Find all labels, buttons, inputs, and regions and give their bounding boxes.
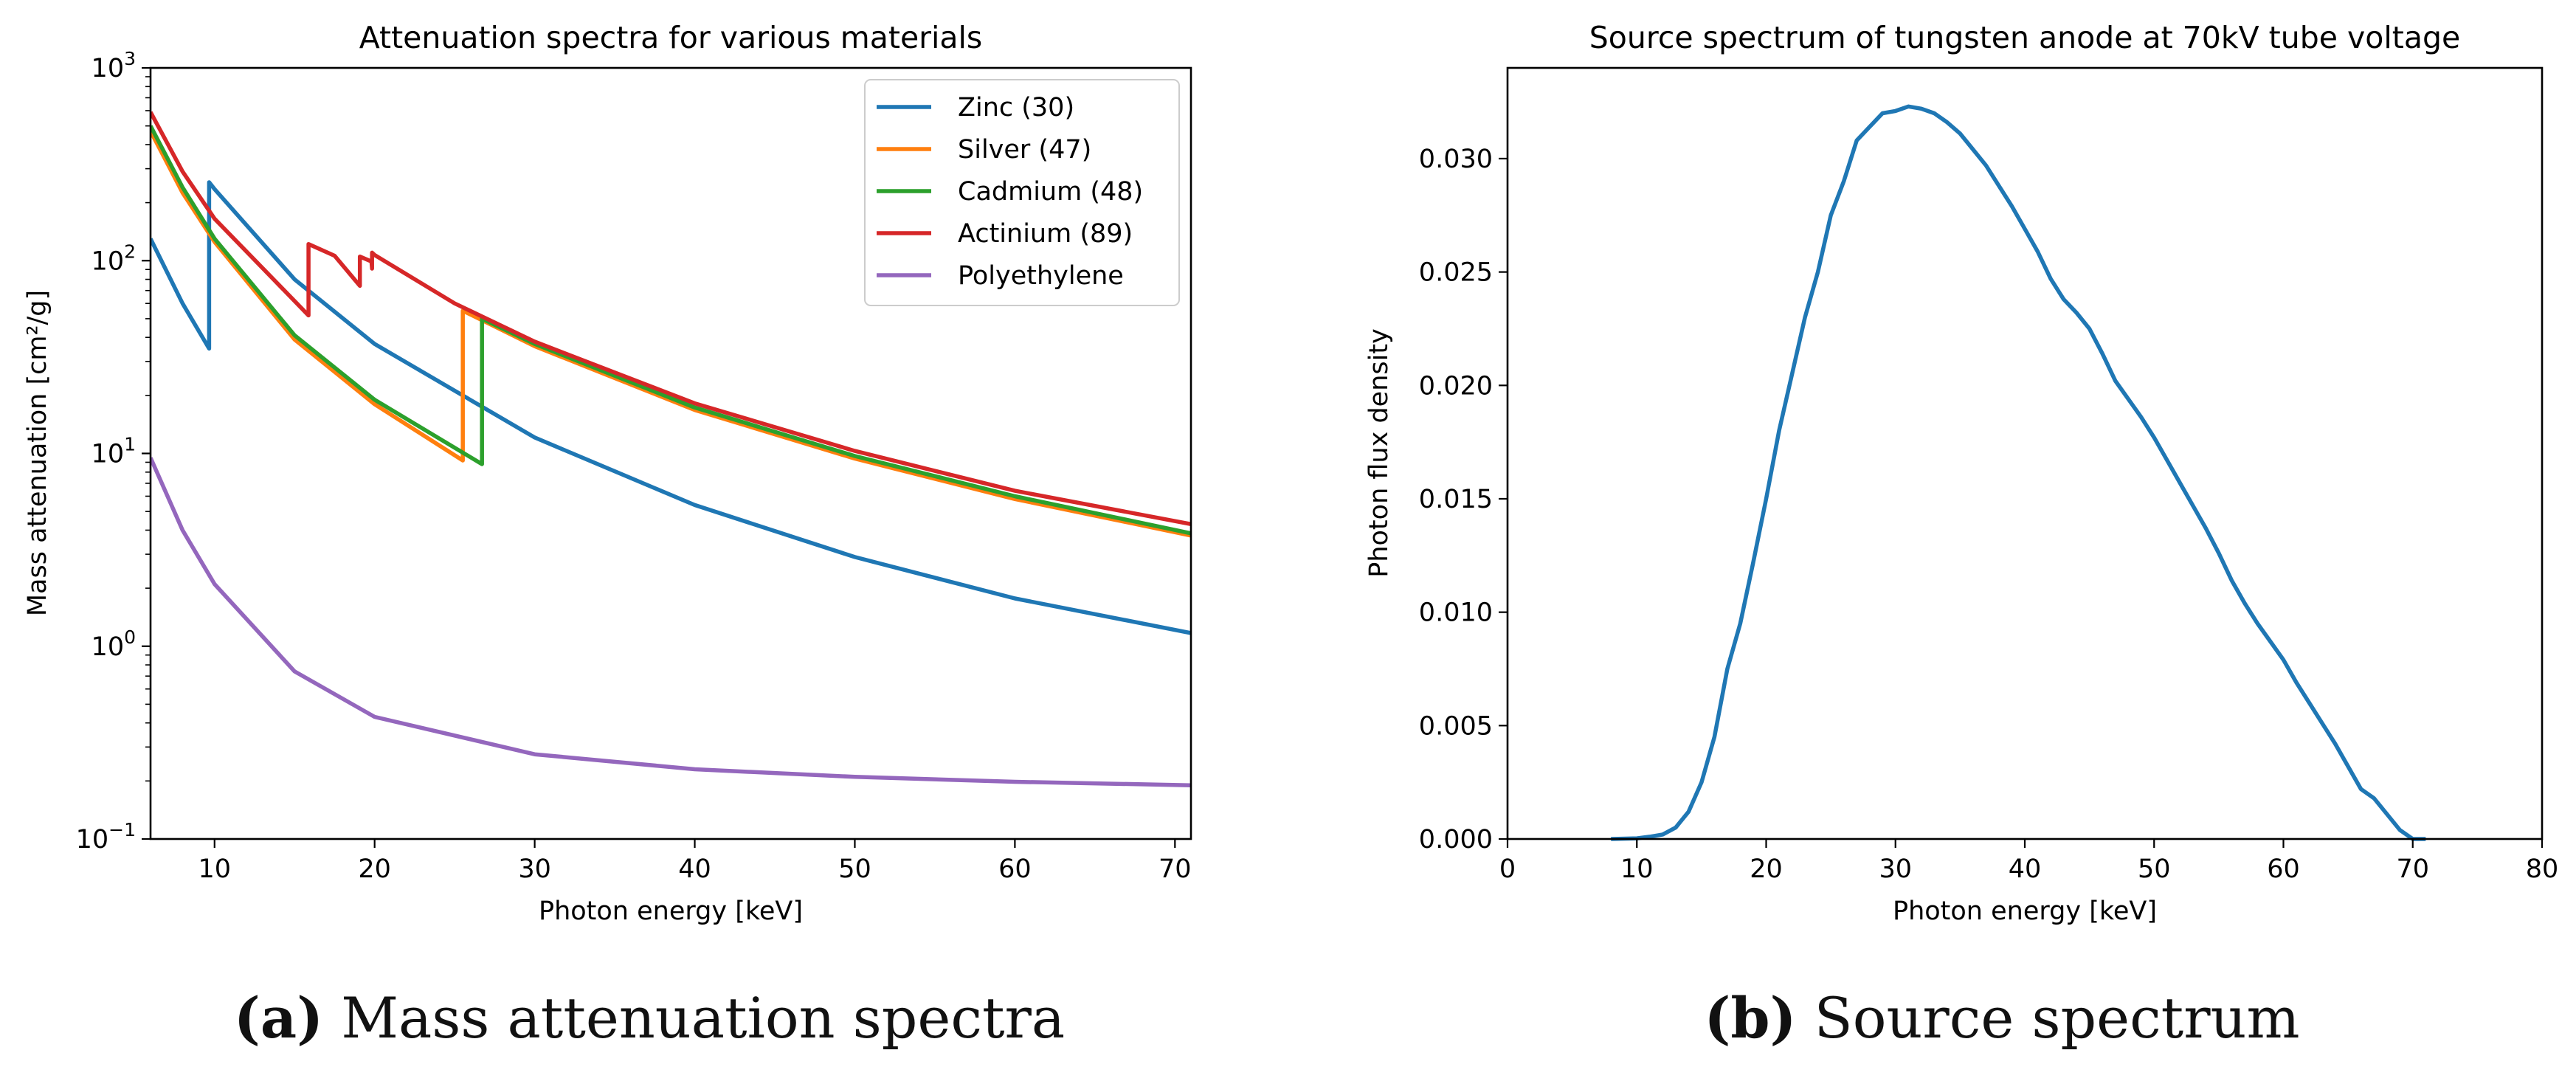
attenuation-ylabel: Mass attenuation [cm²/g] <box>23 290 52 616</box>
attenuation-ytick-label: 102 <box>91 241 136 276</box>
spectrum-xtick-label: 80 <box>2526 854 2559 884</box>
spectrum-xtick-label: 0 <box>1499 854 1516 884</box>
ytick-base: 10 <box>91 54 125 83</box>
ytick-base: 10 <box>91 440 125 469</box>
caption-a-text: Mass attenuation spectra <box>323 985 1066 1051</box>
ytick-base: 10 <box>76 825 109 854</box>
legend-label: Actinium (89) <box>958 219 1133 249</box>
legend-label: Polyethylene <box>958 261 1124 291</box>
attenuation-ytick-label: 100 <box>91 626 136 662</box>
spectrum-ytick-label: 0.025 <box>1419 258 1493 288</box>
caption-b: (b) Source spectrum <box>1704 985 2299 1051</box>
legend-label: Cadmium (48) <box>958 177 1143 207</box>
attenuation-legend: Zinc (30) Silver (47) Cadmium (48) Actinium… <box>864 79 1180 306</box>
spectrum-ytick-label: 0.020 <box>1419 371 1493 401</box>
spectrum-ticks: 0 10 20 30 40 50 60 70 80 0.000 0.005 0.010 0.015 0.0… <box>1419 145 2558 884</box>
ytick-exponent: 0 <box>124 626 136 648</box>
ytick-exponent: −1 <box>108 819 136 840</box>
attenuation-ytick-label: 10−1 <box>76 819 136 854</box>
caption-a: (a) Mass attenuation spectra <box>234 985 1065 1051</box>
spectrum-series-group <box>1611 104 2426 841</box>
spectrum-ytick-label: 0.000 <box>1419 825 1493 854</box>
attenuation-title: Attenuation spectra for various material… <box>359 20 983 55</box>
spectrum-xlabel: Photon energy [keV] <box>1893 897 2157 926</box>
spectrum-xtick-label: 10 <box>1620 854 1654 884</box>
ytick-exponent: 2 <box>124 241 136 262</box>
caption-b-label: (b) <box>1704 985 1797 1051</box>
spectrum-axes-frame <box>1506 66 2544 840</box>
attenuation-series-line-3 <box>151 111 1191 527</box>
spectrum-ytick-label: 0.030 <box>1419 145 1493 174</box>
spectrum-xtick-label: 50 <box>2138 854 2171 884</box>
attenuation-axes-frame <box>149 66 1192 840</box>
spectrum-title: Source spectrum of tungsten anode at 70k… <box>1589 20 2460 55</box>
legend-label: Zinc (30) <box>958 93 1074 122</box>
ytick-exponent: 3 <box>124 48 136 69</box>
spectrum-xtick-label: 20 <box>1750 854 1783 884</box>
attenuation-xtick-label: 70 <box>1158 854 1192 884</box>
attenuation-xtick-label: 30 <box>518 854 551 884</box>
attenuation-series-line-2 <box>151 125 1191 536</box>
ytick-base: 10 <box>91 246 125 276</box>
caption-b-text: Source spectrum <box>1796 985 2300 1051</box>
attenuation-xtick-label: 10 <box>198 854 231 884</box>
spectrum-ytick-label: 0.015 <box>1419 485 1493 514</box>
spectrum-ytick-label: 0.005 <box>1419 711 1493 741</box>
ytick-base: 10 <box>91 632 125 662</box>
source-spectrum-chart: 0 10 20 30 40 50 60 70 80 0.000 0.005 0.010 0.015 0.0… <box>1364 20 2558 926</box>
attenuation-series-line-4 <box>151 457 1191 787</box>
legend-frame <box>864 79 1180 306</box>
attenuation-ytick-label: 103 <box>91 48 136 83</box>
attenuation-xtick-label: 20 <box>358 854 391 884</box>
attenuation-xtick-label: 50 <box>838 854 871 884</box>
legend-label: Silver (47) <box>958 135 1091 165</box>
spectrum-xtick-label: 30 <box>1879 854 1912 884</box>
attenuation-series-line-0 <box>151 180 1191 635</box>
caption-a-label: (a) <box>233 985 324 1051</box>
ytick-exponent: 1 <box>124 434 136 455</box>
attenuation-xtick-label: 60 <box>998 854 1032 884</box>
attenuation-series-group <box>151 111 1191 787</box>
spectrum-ytick-label: 0.010 <box>1419 598 1493 628</box>
attenuation-xtick-label: 40 <box>678 854 711 884</box>
spectrum-ylabel: Photon flux density <box>1364 328 1394 578</box>
attenuation-xlabel: Photon energy [keV] <box>539 897 803 926</box>
spectrum-xtick-label: 70 <box>2396 854 2429 884</box>
spectrum-xtick-label: 40 <box>2009 854 2042 884</box>
spectrum-xtick-label: 60 <box>2267 854 2300 884</box>
spectrum-plot-area <box>1508 68 2542 839</box>
spectrum-series-line <box>1611 104 2426 841</box>
attenuation-ytick-label: 101 <box>91 434 136 469</box>
